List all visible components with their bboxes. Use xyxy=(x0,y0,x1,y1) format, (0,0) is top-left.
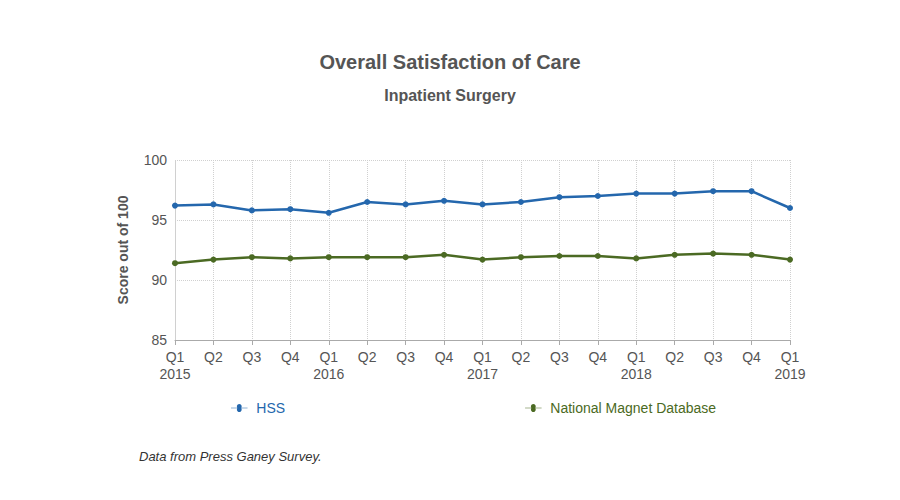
svg-text:2019: 2019 xyxy=(774,366,805,382)
svg-text:Q1: Q1 xyxy=(319,349,338,365)
svg-text:95: 95 xyxy=(151,212,167,228)
svg-text:100: 100 xyxy=(144,152,168,168)
svg-text:Q1: Q1 xyxy=(627,349,646,365)
svg-text:Q1: Q1 xyxy=(166,349,185,365)
svg-text:Q3: Q3 xyxy=(704,349,723,365)
svg-text:2016: 2016 xyxy=(313,366,344,382)
svg-text:HSS: HSS xyxy=(256,400,285,416)
svg-text:Q4: Q4 xyxy=(742,349,761,365)
svg-text:National Magnet Database: National Magnet Database xyxy=(550,400,716,416)
svg-text:Q4: Q4 xyxy=(435,349,454,365)
svg-text:Q2: Q2 xyxy=(358,349,377,365)
svg-text:Q1: Q1 xyxy=(781,349,800,365)
svg-text:2017: 2017 xyxy=(467,366,498,382)
svg-text:Q1: Q1 xyxy=(473,349,492,365)
svg-text:Inpatient Surgery: Inpatient Surgery xyxy=(384,87,516,104)
svg-text:Q4: Q4 xyxy=(281,349,300,365)
svg-text:Q2: Q2 xyxy=(204,349,223,365)
svg-text:Q3: Q3 xyxy=(550,349,569,365)
svg-text:Q4: Q4 xyxy=(588,349,607,365)
svg-text:Q3: Q3 xyxy=(243,349,262,365)
svg-text:Score out of 100: Score out of 100 xyxy=(115,195,131,304)
svg-text:Data from Press Ganey Survey.: Data from Press Ganey Survey. xyxy=(139,449,322,464)
svg-text:Q2: Q2 xyxy=(665,349,684,365)
svg-text:Overall Satisfaction of Care: Overall Satisfaction of Care xyxy=(319,51,580,73)
svg-text:90: 90 xyxy=(151,272,167,288)
svg-text:Q2: Q2 xyxy=(512,349,531,365)
svg-text:Q3: Q3 xyxy=(396,349,415,365)
svg-text:2018: 2018 xyxy=(621,366,652,382)
svg-text:2015: 2015 xyxy=(159,366,190,382)
svg-text:85: 85 xyxy=(151,332,167,348)
